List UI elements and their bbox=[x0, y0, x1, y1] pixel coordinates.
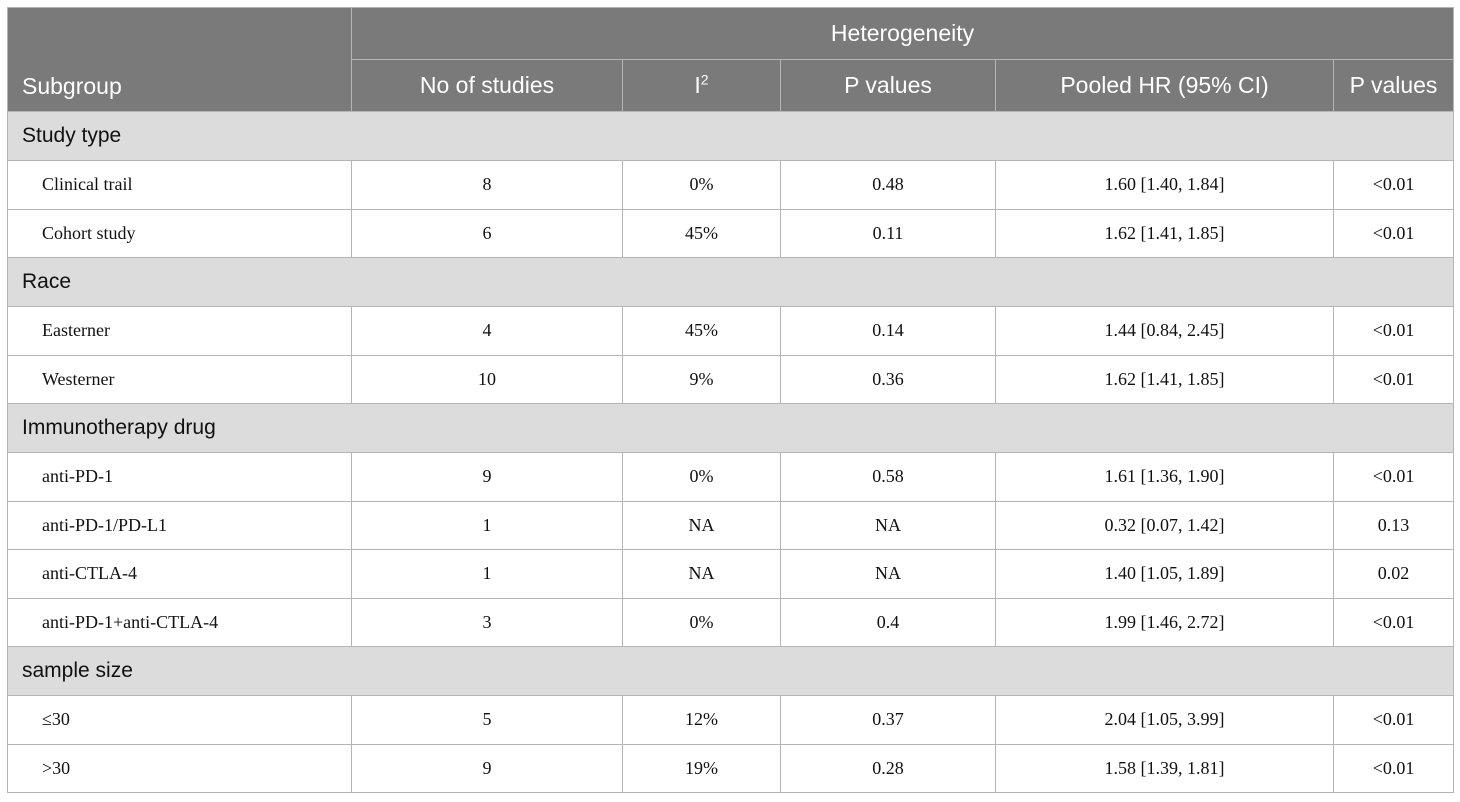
cell-p-heterogeneity: 0.37 bbox=[780, 695, 996, 745]
cell-p-heterogeneity: 0.48 bbox=[780, 160, 996, 210]
cell-p-heterogeneity: NA bbox=[780, 500, 996, 550]
cell-subgroup: Westerner bbox=[7, 354, 352, 404]
cell-no-of-studies: 4 bbox=[351, 306, 623, 356]
table-body: Study type Clinical trail 8 0% 0.48 1.60… bbox=[6, 111, 1455, 793]
cell-i2: 9% bbox=[622, 354, 781, 404]
cell-subgroup: Cohort study bbox=[7, 208, 352, 258]
group-title: Study type bbox=[6, 111, 1455, 161]
cell-pooled-hr: 0.32 [0.07, 1.42] bbox=[995, 500, 1334, 550]
column-header-heterogeneity: Heterogeneity bbox=[350, 7, 1455, 60]
column-header-pooled-hr: Pooled HR (95% CI) bbox=[995, 59, 1334, 112]
cell-p-heterogeneity: 0.58 bbox=[780, 452, 996, 502]
cell-subgroup: Clinical trail bbox=[7, 160, 352, 210]
cell-p-heterogeneity: 0.14 bbox=[780, 306, 996, 356]
i2-superscript: 2 bbox=[700, 71, 709, 88]
cell-p-heterogeneity: 0.11 bbox=[780, 208, 996, 258]
cell-subgroup: >30 bbox=[7, 743, 352, 793]
cell-pooled-hr: 1.99 [1.46, 2.72] bbox=[995, 597, 1334, 647]
cell-p-heterogeneity: 0.36 bbox=[780, 354, 996, 404]
cell-no-of-studies: 8 bbox=[351, 160, 623, 210]
table-row: anti-CTLA-4 1 NA NA 1.40 [1.05, 1.89] 0.… bbox=[7, 549, 1455, 599]
cell-p-value: <0.01 bbox=[1332, 743, 1455, 793]
cell-no-of-studies: 6 bbox=[351, 208, 623, 258]
cell-p-heterogeneity: 0.4 bbox=[780, 597, 996, 647]
cell-p-value: <0.01 bbox=[1332, 160, 1455, 210]
group-row-immunotherapy-drug: Immunotherapy drug bbox=[6, 403, 1455, 453]
cell-i2: 45% bbox=[622, 306, 781, 356]
cell-i2: NA bbox=[622, 500, 781, 550]
group-title: Race bbox=[6, 257, 1455, 307]
table-row: anti-PD-1/PD-L1 1 NA NA 0.32 [0.07, 1.42… bbox=[7, 500, 1455, 550]
cell-i2: 0% bbox=[622, 160, 781, 210]
cell-pooled-hr: 1.61 [1.36, 1.90] bbox=[995, 452, 1334, 502]
group-row-sample-size: sample size bbox=[6, 646, 1455, 696]
cell-p-heterogeneity: 0.28 bbox=[780, 743, 996, 793]
table-row: anti-PD-1+anti-CTLA-4 3 0% 0.4 1.99 [1.4… bbox=[7, 597, 1455, 647]
table-row: Clinical trail 8 0% 0.48 1.60 [1.40, 1.8… bbox=[7, 160, 1455, 210]
table-row: >30 9 19% 0.28 1.58 [1.39, 1.81] <0.01 bbox=[7, 743, 1455, 793]
cell-subgroup: anti-CTLA-4 bbox=[7, 549, 352, 599]
cell-p-value: <0.01 bbox=[1332, 452, 1455, 502]
subgroup-analysis-table: Subgroup Heterogeneity No of studies I2 … bbox=[6, 7, 1455, 793]
cell-p-value: 0.02 bbox=[1332, 549, 1455, 599]
column-header-p-values: P values bbox=[1332, 59, 1455, 112]
column-header-subgroup: Subgroup bbox=[7, 7, 352, 112]
cell-subgroup: anti-PD-1/PD-L1 bbox=[7, 500, 352, 550]
cell-no-of-studies: 10 bbox=[351, 354, 623, 404]
header-row-top: Subgroup Heterogeneity bbox=[7, 7, 1455, 112]
i2-base: I bbox=[694, 72, 701, 98]
cell-no-of-studies: 3 bbox=[351, 597, 623, 647]
cell-p-value: <0.01 bbox=[1332, 695, 1455, 745]
cell-no-of-studies: 5 bbox=[351, 695, 623, 745]
table-row: Easterner 4 45% 0.14 1.44 [0.84, 2.45] <… bbox=[7, 306, 1455, 356]
group-row-study-type: Study type bbox=[6, 111, 1455, 161]
table-header: Subgroup Heterogeneity No of studies I2 … bbox=[7, 7, 1455, 112]
cell-pooled-hr: 2.04 [1.05, 3.99] bbox=[995, 695, 1334, 745]
cell-no-of-studies: 1 bbox=[351, 500, 623, 550]
column-header-p-values-heterogeneity: P values bbox=[780, 59, 996, 112]
cell-pooled-hr: 1.58 [1.39, 1.81] bbox=[995, 743, 1334, 793]
cell-i2: 0% bbox=[622, 452, 781, 502]
cell-subgroup: anti-PD-1+anti-CTLA-4 bbox=[7, 597, 352, 647]
cell-subgroup: Easterner bbox=[7, 306, 352, 356]
cell-p-value: <0.01 bbox=[1332, 354, 1455, 404]
table-row: Cohort study 6 45% 0.11 1.62 [1.41, 1.85… bbox=[7, 208, 1455, 258]
cell-p-heterogeneity: NA bbox=[780, 549, 996, 599]
cell-i2: NA bbox=[622, 549, 781, 599]
table-row: Westerner 10 9% 0.36 1.62 [1.41, 1.85] <… bbox=[7, 354, 1455, 404]
cell-p-value: <0.01 bbox=[1332, 208, 1455, 258]
group-title: sample size bbox=[6, 646, 1455, 696]
cell-pooled-hr: 1.62 [1.41, 1.85] bbox=[995, 354, 1334, 404]
group-row-race: Race bbox=[6, 257, 1455, 307]
cell-no-of-studies: 9 bbox=[351, 743, 623, 793]
cell-no-of-studies: 9 bbox=[351, 452, 623, 502]
cell-pooled-hr: 1.44 [0.84, 2.45] bbox=[995, 306, 1334, 356]
cell-subgroup: anti-PD-1 bbox=[7, 452, 352, 502]
table-row: anti-PD-1 9 0% 0.58 1.61 [1.36, 1.90] <0… bbox=[7, 452, 1455, 502]
cell-pooled-hr: 1.40 [1.05, 1.89] bbox=[995, 549, 1334, 599]
cell-i2: 0% bbox=[622, 597, 781, 647]
cell-p-value: <0.01 bbox=[1332, 306, 1455, 356]
cell-pooled-hr: 1.60 [1.40, 1.84] bbox=[995, 160, 1334, 210]
column-header-no-of-studies: No of studies bbox=[351, 59, 623, 112]
cell-no-of-studies: 1 bbox=[351, 549, 623, 599]
cell-p-value: <0.01 bbox=[1332, 597, 1455, 647]
table-row: ≤30 5 12% 0.37 2.04 [1.05, 3.99] <0.01 bbox=[7, 695, 1455, 745]
group-title: Immunotherapy drug bbox=[6, 403, 1455, 453]
cell-i2: 19% bbox=[622, 743, 781, 793]
cell-pooled-hr: 1.62 [1.41, 1.85] bbox=[995, 208, 1334, 258]
column-header-i2: I2 bbox=[622, 59, 781, 112]
cell-p-value: 0.13 bbox=[1332, 500, 1455, 550]
cell-i2: 12% bbox=[622, 695, 781, 745]
cell-i2: 45% bbox=[622, 208, 781, 258]
header-row-bottom: No of studies I2 P values Pooled HR (95%… bbox=[8, 59, 1455, 112]
cell-subgroup: ≤30 bbox=[7, 695, 352, 745]
